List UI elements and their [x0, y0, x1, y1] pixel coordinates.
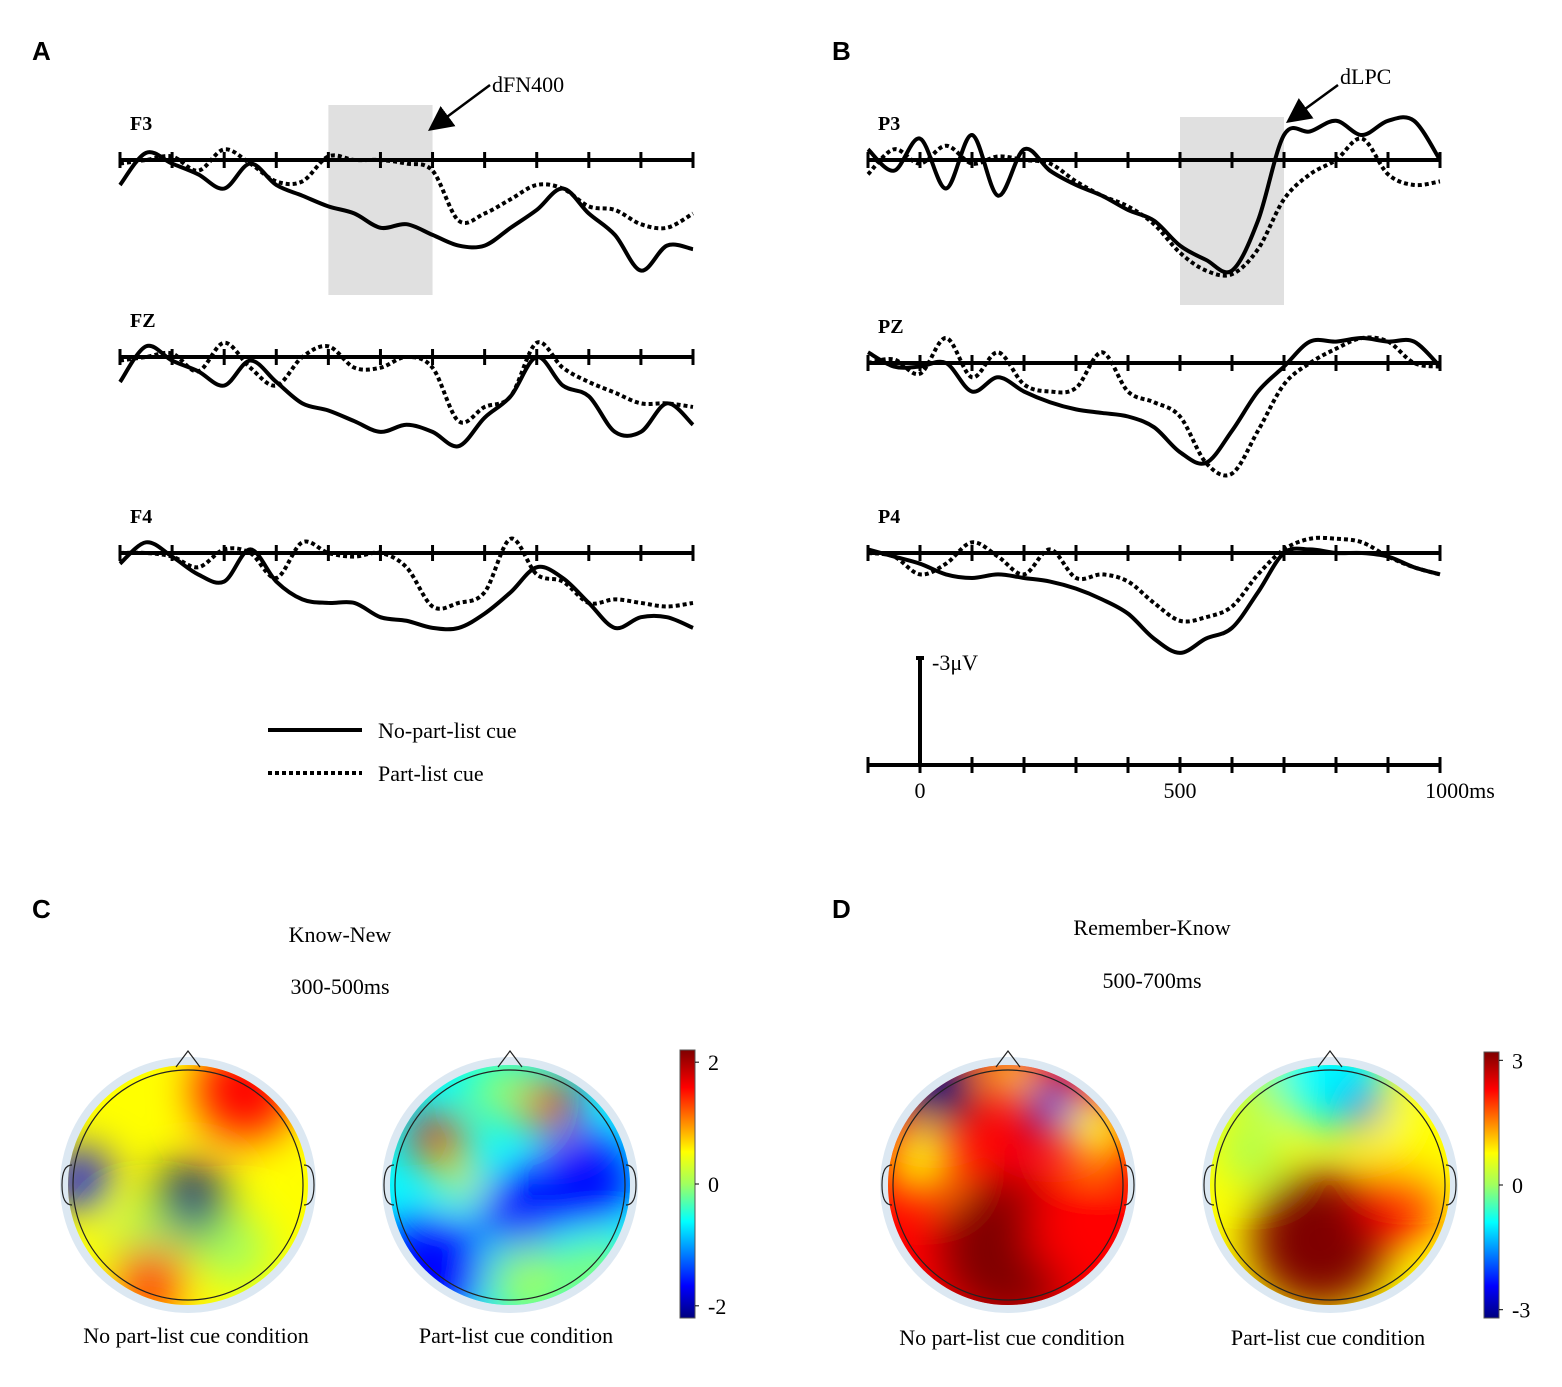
topo-blob [518, 1075, 578, 1135]
annotation-arrow [1285, 83, 1339, 123]
topo-blob [1375, 1105, 1445, 1175]
erp-solid [866, 115, 1442, 275]
colorbar-tick-label: -2 [708, 1294, 726, 1319]
channel-label: P3 [878, 113, 900, 135]
annotation-arrow [427, 83, 491, 131]
topo-blob [1360, 1160, 1440, 1240]
erp-dashed [119, 536, 694, 611]
head-outline [394, 1069, 626, 1301]
colorbar-tick-label: 0 [1512, 1173, 1523, 1198]
erp-dashed [119, 147, 695, 231]
panel-letter: A [32, 36, 51, 66]
colorbar [679, 1049, 696, 1319]
topo-title: Remember-Know [1073, 915, 1230, 940]
time-window [328, 105, 433, 295]
topo-blob [1338, 1083, 1382, 1127]
ear-left [1203, 1164, 1215, 1206]
ear-left [383, 1164, 395, 1206]
erp-solid [867, 546, 1441, 655]
panel-letter: B [832, 36, 851, 66]
colorbar-tick-label: 2 [708, 1050, 719, 1075]
nose [995, 1050, 1021, 1068]
nose [1317, 1050, 1343, 1068]
channel-label: F3 [130, 113, 152, 135]
channel-label: PZ [878, 316, 904, 338]
topo-blob [68, 1150, 110, 1210]
erp-dashed [119, 340, 694, 425]
ear-left [881, 1164, 893, 1206]
x-tick-label: 500 [1164, 778, 1197, 803]
erp-solid [118, 343, 695, 449]
topo-title: Know-New [289, 922, 392, 947]
topo-caption: Part-list cue condition [1231, 1325, 1425, 1350]
ear-right [303, 1164, 315, 1206]
time-window [1180, 117, 1284, 305]
topomap [888, 1065, 1128, 1305]
erp-solid [118, 150, 694, 273]
topo-window: 500-700ms [1103, 968, 1202, 993]
x-tick-label: 1000ms [1425, 778, 1495, 803]
topo-caption: Part-list cue condition [419, 1323, 613, 1348]
topo-blob [480, 1170, 560, 1250]
topo-blob [1250, 1170, 1390, 1305]
topo-blob [1030, 1180, 1128, 1280]
ear-right [1445, 1164, 1457, 1206]
legend-label: Part-list cue [378, 761, 484, 786]
topo-blob [490, 1245, 570, 1305]
nose [497, 1050, 523, 1068]
head-outline [1214, 1069, 1446, 1301]
topo-caption: No part-list cue condition [899, 1325, 1124, 1350]
erp-dashed [866, 136, 1441, 278]
ear-right [625, 1164, 637, 1206]
erp-dashed [867, 535, 1441, 624]
panel-letter: C [32, 894, 51, 924]
colorbar-tick-label: -3 [1512, 1298, 1530, 1323]
scale-label: -3μV [932, 650, 978, 675]
topo-blob [470, 1065, 530, 1120]
topo-blob [888, 1125, 955, 1195]
topo-blob [200, 1215, 270, 1285]
x-tick-label: 0 [915, 778, 926, 803]
topomap [1210, 1065, 1450, 1305]
colorbar-tick-label: 0 [708, 1172, 719, 1197]
nose [175, 1050, 201, 1068]
head-outline [892, 1069, 1124, 1301]
colorbar-tick-label: 3 [1512, 1048, 1523, 1073]
topomap [68, 1065, 308, 1305]
topo-window: 300-500ms [291, 974, 390, 999]
erp-solid [866, 336, 1442, 466]
topo-blob [409, 1112, 465, 1168]
channel-label: FZ [130, 310, 156, 332]
panel-letter: D [832, 894, 851, 924]
ear-left [61, 1164, 73, 1206]
topo-blob [195, 1065, 295, 1140]
topo-caption: No part-list cue condition [83, 1323, 308, 1348]
topo-blob [1220, 1120, 1280, 1180]
channel-label: P4 [878, 506, 900, 528]
erp-dashed [867, 335, 1441, 478]
topo-blob [440, 1160, 480, 1200]
erp-solid [118, 540, 694, 632]
topo-blob [545, 1135, 630, 1225]
legend-label: No-part-list cue [378, 718, 517, 743]
head-outline [72, 1069, 304, 1301]
annotation: dFN400 [492, 72, 564, 97]
annotation: dLPC [1340, 64, 1391, 89]
colorbar [1483, 1051, 1500, 1319]
ear-right [1123, 1164, 1135, 1206]
channel-label: F4 [130, 506, 152, 528]
